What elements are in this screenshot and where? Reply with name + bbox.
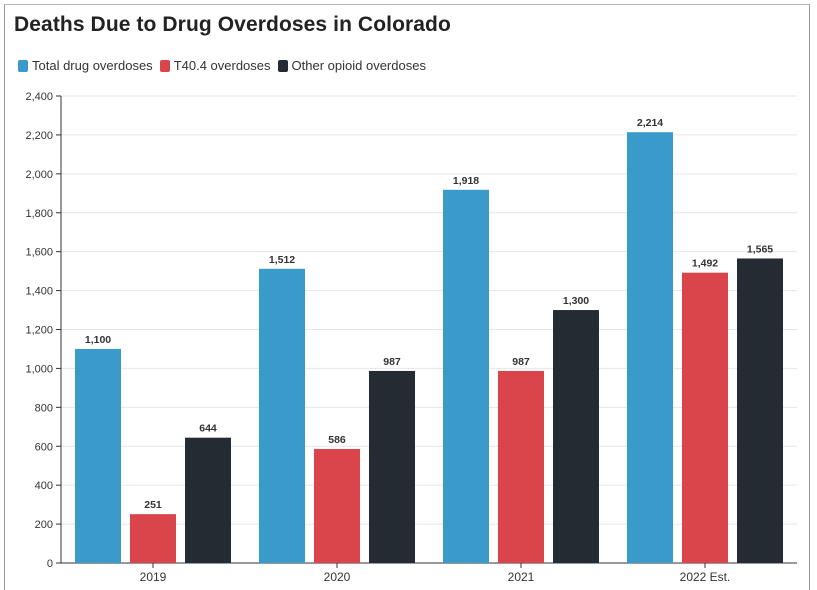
legend-label-other-opioid: Other opioid overdoses — [291, 58, 426, 73]
bar — [75, 348, 121, 563]
bar-value-label: 987 — [512, 356, 530, 368]
y-tick-label: 800 — [35, 402, 53, 414]
bar — [627, 132, 673, 563]
y-tick-label: 2,200 — [25, 130, 53, 142]
bar — [259, 268, 305, 563]
y-tick-label: 1,400 — [25, 286, 53, 298]
legend-item-other-opioid[interactable]: Other opioid overdoses — [277, 58, 426, 73]
y-tick-label: 1,000 — [25, 363, 53, 375]
bar-value-label: 1,492 — [692, 258, 718, 270]
y-tick-label: 1,200 — [25, 325, 53, 337]
bar — [737, 258, 783, 563]
bar-value-label: 586 — [328, 434, 346, 446]
x-category-label: 2020 — [324, 570, 351, 584]
y-tick-label: 1,600 — [25, 247, 53, 259]
bar — [130, 514, 176, 563]
bar-value-label: 987 — [383, 356, 401, 368]
legend-label-total: Total drug overdoses — [32, 58, 153, 73]
chart-legend: Total drug overdoses T40.4 overdoses Oth… — [18, 58, 433, 73]
bar-value-label: 644 — [199, 423, 217, 435]
bar-value-label: 1,100 — [85, 334, 111, 346]
bar-value-label: 1,512 — [269, 254, 295, 266]
bar-value-label: 1,565 — [747, 243, 773, 255]
y-tick-label: 2,400 — [25, 91, 53, 103]
bar — [443, 189, 489, 563]
y-tick-label: 400 — [35, 480, 53, 492]
bar-value-label: 2,214 — [637, 117, 663, 129]
y-tick-label: 0 — [47, 558, 53, 570]
chart-title: Deaths Due to Drug Overdoses in Colorado — [14, 13, 451, 36]
bar — [553, 310, 599, 563]
y-tick-label: 600 — [35, 441, 53, 453]
y-tick-label: 1,800 — [25, 208, 53, 220]
x-category-label: 2019 — [140, 570, 167, 584]
legend-swatch-other-opioid — [277, 59, 288, 72]
legend-item-t404[interactable]: T40.4 overdoses — [159, 58, 271, 73]
x-category-label: 2022 Est. — [680, 570, 731, 584]
y-tick-label: 200 — [35, 519, 53, 531]
legend-swatch-t404 — [159, 59, 170, 72]
bar — [369, 370, 415, 563]
legend-label-t404: T40.4 overdoses — [173, 58, 271, 73]
bar-value-label: 1,300 — [563, 295, 589, 307]
chart-frame — [4, 4, 810, 590]
bar-value-label: 251 — [144, 499, 162, 511]
legend-item-total[interactable]: Total drug overdoses — [18, 58, 153, 73]
x-category-label: 2021 — [508, 570, 535, 584]
bar — [682, 272, 728, 563]
y-tick-label: 2,000 — [25, 169, 53, 181]
bar — [498, 370, 544, 563]
bar-value-label: 1,918 — [453, 175, 479, 187]
bar — [185, 437, 231, 563]
bar — [314, 448, 360, 563]
legend-swatch-total — [18, 59, 28, 72]
